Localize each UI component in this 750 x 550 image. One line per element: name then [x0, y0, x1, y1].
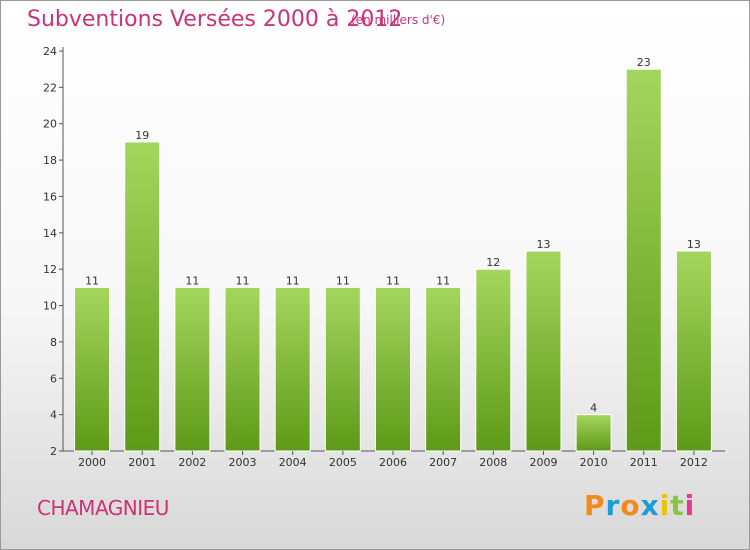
bar: [375, 286, 411, 452]
x-tick-label: 2007: [429, 456, 457, 469]
logo-letter: P: [584, 489, 606, 522]
x-tick-label: 2000: [78, 456, 106, 469]
bar-value-label: 13: [687, 238, 701, 251]
chart-unit-subtitle: (en milliers d'€): [351, 13, 446, 27]
bar: [74, 286, 111, 452]
x-tick-label: 2001: [128, 456, 156, 469]
bar: [525, 250, 562, 452]
bar: [425, 286, 462, 452]
bar-value-label: 11: [286, 274, 300, 287]
y-tick-label: 2: [50, 445, 57, 458]
x-tick-label: 2012: [680, 456, 708, 469]
x-tick-label: 2005: [329, 456, 357, 469]
x-tick-label: 2002: [178, 456, 206, 469]
x-tick-label: 2006: [379, 456, 407, 469]
logo-letter: i: [659, 489, 671, 522]
bar-value-label: 11: [85, 274, 99, 287]
bar-value-label: 11: [436, 274, 450, 287]
y-tick-label: 16: [43, 190, 57, 203]
bar: [575, 414, 612, 452]
y-tick-label: 22: [43, 81, 57, 94]
logo-letter: i: [684, 489, 696, 522]
y-tick-label: 12: [43, 263, 57, 276]
bar: [625, 68, 662, 452]
bar-value-label: 11: [236, 274, 250, 287]
y-tick-label: 8: [50, 336, 57, 349]
bar: [224, 286, 261, 452]
bar-value-label: 13: [536, 238, 550, 251]
bar: [675, 250, 712, 452]
bar: [324, 286, 361, 452]
y-tick-label: 6: [50, 372, 57, 385]
bar-value-label: 11: [386, 274, 400, 287]
bar-value-label: 12: [486, 256, 500, 269]
bar: [274, 286, 311, 452]
x-tick-label: 2011: [630, 456, 658, 469]
bar: [475, 268, 512, 452]
x-tick-label: 2004: [279, 456, 307, 469]
x-tick-label: 2010: [580, 456, 608, 469]
x-tick-label: 2009: [529, 456, 557, 469]
logo-letter: o: [620, 489, 641, 522]
bar-value-label: 19: [135, 129, 149, 142]
y-tick-label: 18: [43, 154, 57, 167]
logo-letter: r: [605, 489, 621, 522]
chart-title: Subventions Versées 2000 à 2012: [27, 7, 403, 32]
y-tick-label: 20: [43, 118, 57, 131]
bar-value-label: 11: [336, 274, 350, 287]
bar-value-label: 11: [185, 274, 199, 287]
y-tick-label: 14: [43, 227, 57, 240]
y-tick-label: 24: [43, 45, 57, 58]
logo-letter: x: [640, 489, 660, 522]
commune-name: CHAMAGNIEU: [37, 496, 169, 520]
x-tick-label: 2008: [479, 456, 507, 469]
bar: [174, 286, 211, 452]
y-tick-label: 10: [43, 300, 57, 313]
bar-value-label: 4: [590, 402, 597, 415]
y-tick-label: 4: [50, 409, 57, 422]
x-tick-label: 2003: [229, 456, 257, 469]
logo-letter: t: [670, 489, 685, 522]
proxiti-logo: Proxiti: [584, 489, 695, 522]
bar-value-label: 23: [637, 56, 651, 69]
bar: [124, 141, 161, 452]
